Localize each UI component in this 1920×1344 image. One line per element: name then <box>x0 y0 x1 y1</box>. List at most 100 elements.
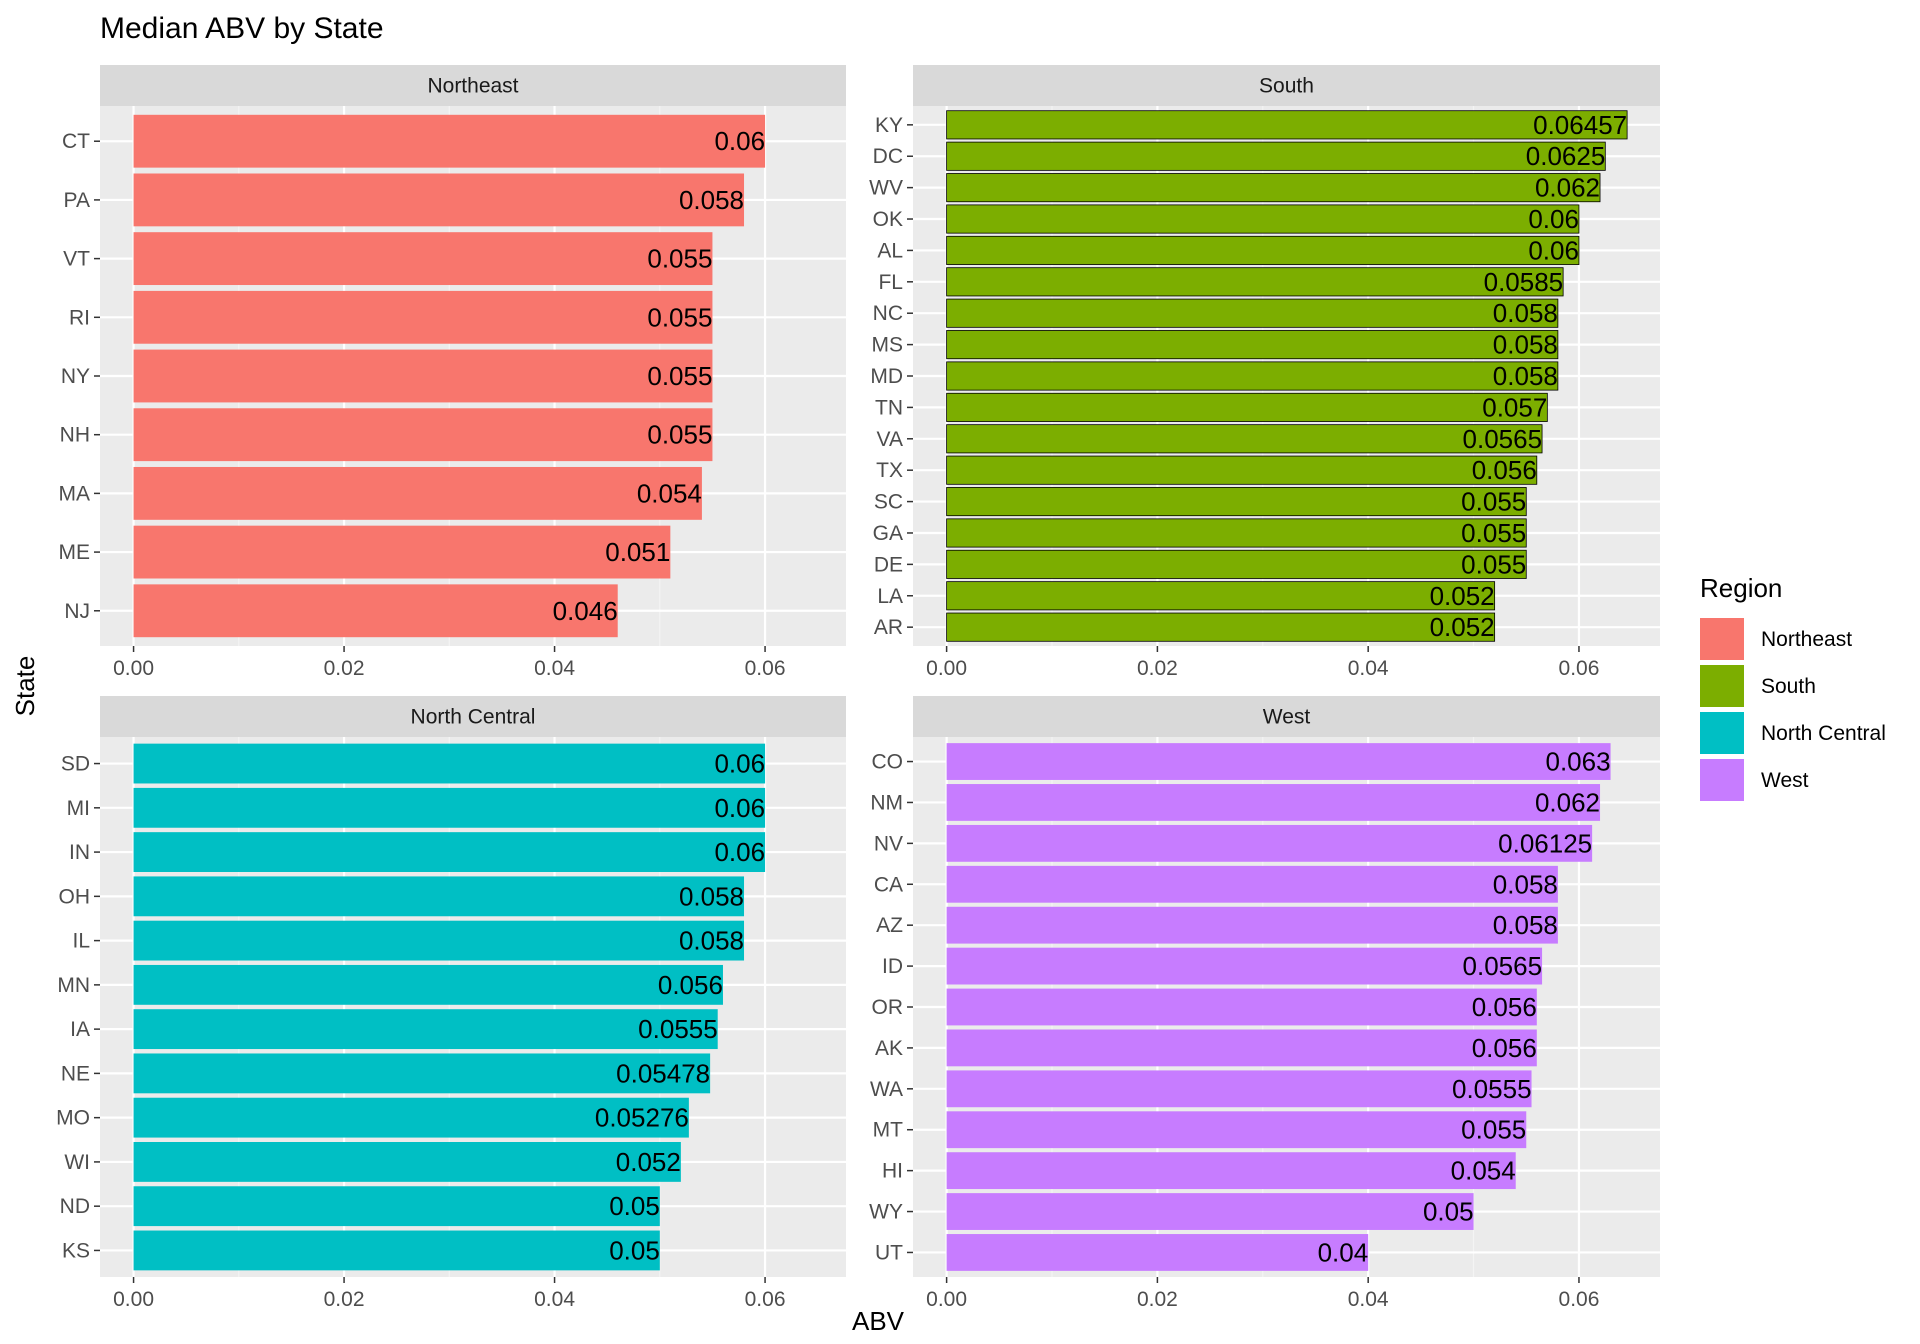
y-tick-label-tn: TN <box>875 396 903 419</box>
data-label-sc: 0.055 <box>1461 487 1526 517</box>
bar-me <box>133 525 671 579</box>
y-tick-label-ny: NY <box>61 365 90 388</box>
y-tick-label-md: MD <box>870 365 903 388</box>
bar-pa <box>133 173 745 227</box>
data-label-pa: 0.058 <box>679 185 744 215</box>
y-tick-label-in: IN <box>69 841 90 864</box>
y-tick-label-nv: NV <box>874 832 903 855</box>
bar-wa <box>946 1070 1532 1108</box>
x-tick-label: 0.06 <box>1559 657 1600 680</box>
x-tick-label: 0.06 <box>745 1288 786 1311</box>
data-label-fl: 0.0585 <box>1484 267 1564 297</box>
y-tick-label-de: DE <box>874 553 903 576</box>
bar-or <box>946 988 1537 1026</box>
y-tick-label-nh: NH <box>60 424 90 447</box>
y-tick-label-hi: HI <box>882 1160 903 1183</box>
x-axis-title: ABV <box>852 1306 905 1336</box>
x-tick-label: 0.06 <box>745 657 786 680</box>
data-label-ms: 0.058 <box>1493 330 1558 360</box>
data-label-nd: 0.05 <box>609 1191 660 1221</box>
bar-tn <box>946 392 1548 422</box>
data-label-wy: 0.05 <box>1423 1197 1474 1227</box>
bar-ct <box>133 114 766 168</box>
bar-va <box>946 424 1543 454</box>
bar-ut <box>946 1234 1369 1271</box>
chart-title: Median ABV by State <box>100 12 384 45</box>
data-label-id: 0.0565 <box>1463 951 1543 981</box>
data-label-la: 0.052 <box>1430 581 1495 611</box>
data-label-nv: 0.06125 <box>1498 828 1592 858</box>
bar-tx <box>946 455 1538 485</box>
data-label-az: 0.058 <box>1493 910 1558 940</box>
bar-ms <box>946 330 1559 360</box>
y-tick-label-ok: OK <box>873 208 903 231</box>
data-label-nh: 0.055 <box>647 420 712 450</box>
legend-label-northeast: Northeast <box>1761 628 1852 651</box>
bar-ak <box>946 1029 1537 1067</box>
data-label-dc: 0.0625 <box>1526 141 1606 171</box>
data-label-ia: 0.0555 <box>638 1014 718 1044</box>
data-label-wv: 0.062 <box>1535 173 1600 203</box>
y-tick-label-tx: TX <box>876 459 903 482</box>
bar-oh <box>133 876 745 917</box>
data-label-nm: 0.062 <box>1535 787 1600 817</box>
data-label-me: 0.051 <box>605 537 670 567</box>
legend-label-west: West <box>1761 769 1809 792</box>
bar-al <box>946 235 1580 265</box>
bar-wi <box>133 1142 681 1182</box>
legend-title: Region <box>1700 573 1782 603</box>
bar-mn <box>133 964 723 1005</box>
data-label-il: 0.058 <box>679 926 744 956</box>
y-tick-label-oh: OH <box>59 885 91 908</box>
y-tick-label-ms: MS <box>872 334 904 357</box>
y-tick-label-or: OR <box>872 996 904 1019</box>
y-tick-label-va: VA <box>877 428 903 451</box>
legend-key-south <box>1700 665 1744 707</box>
data-label-in: 0.06 <box>714 837 765 867</box>
y-tick-label-nj: NJ <box>64 600 90 623</box>
y-tick-label-wy: WY <box>869 1201 903 1224</box>
bar-in <box>133 832 766 872</box>
bar-mo <box>133 1097 689 1138</box>
bar-id <box>946 947 1543 985</box>
bar-vt <box>133 232 713 286</box>
bar-ga <box>946 518 1527 548</box>
data-label-ok: 0.06 <box>1528 204 1579 234</box>
y-tick-label-dc: DC <box>873 145 903 168</box>
data-label-ak: 0.056 <box>1472 1033 1537 1063</box>
data-label-tn: 0.057 <box>1482 392 1547 422</box>
y-tick-label-ga: GA <box>873 522 903 545</box>
data-label-al: 0.06 <box>1528 235 1579 265</box>
y-tick-label-il: IL <box>72 930 90 953</box>
y-tick-label-ak: AK <box>875 1037 903 1060</box>
data-label-wi: 0.052 <box>616 1147 681 1177</box>
facet-panel-west: West 0.063 CO 0.062 NM 0.06125 NV 0.058 CA 0.058 A… <box>869 696 1660 1311</box>
legend-key-north-central <box>1700 712 1744 754</box>
bar-nj <box>133 584 618 638</box>
data-label-ny: 0.055 <box>647 361 712 391</box>
legend-key-northeast <box>1700 618 1744 660</box>
y-tick-label-wi: WI <box>64 1151 90 1174</box>
x-tick-label: 0.00 <box>113 657 154 680</box>
y-axis-title: State <box>10 656 40 717</box>
legend-key-west <box>1700 759 1744 801</box>
bar-ne <box>133 1053 711 1094</box>
y-tick-label-mt: MT <box>873 1119 903 1142</box>
bar-il <box>133 920 745 961</box>
bar-co <box>946 743 1611 780</box>
data-label-oh: 0.058 <box>679 881 744 911</box>
y-tick-label-sd: SD <box>61 753 90 776</box>
y-tick-label-ne: NE <box>61 1062 90 1085</box>
facet-panel-northeast: Northeast 0.06 CT 0.058 PA 0.055 VT 0.055 RI 0.05… <box>59 65 846 680</box>
bar-fl <box>946 267 1564 297</box>
data-label-nj: 0.046 <box>553 596 618 626</box>
data-label-ks: 0.05 <box>609 1235 660 1265</box>
y-tick-label-vt: VT <box>63 248 90 271</box>
facet-strip-label: North Central <box>411 706 536 729</box>
bar-mi <box>133 787 766 828</box>
data-label-vt: 0.055 <box>647 244 712 274</box>
facet-strip <box>100 65 846 106</box>
x-tick-label: 0.02 <box>324 1288 365 1311</box>
facet-panel-north-central: North Central 0.06 SD 0.06 MI 0.06 IN 0.058 OH 0.… <box>56 696 846 1311</box>
